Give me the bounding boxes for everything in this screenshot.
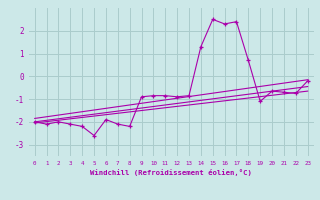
X-axis label: Windchill (Refroidissement éolien,°C): Windchill (Refroidissement éolien,°C) bbox=[90, 169, 252, 176]
